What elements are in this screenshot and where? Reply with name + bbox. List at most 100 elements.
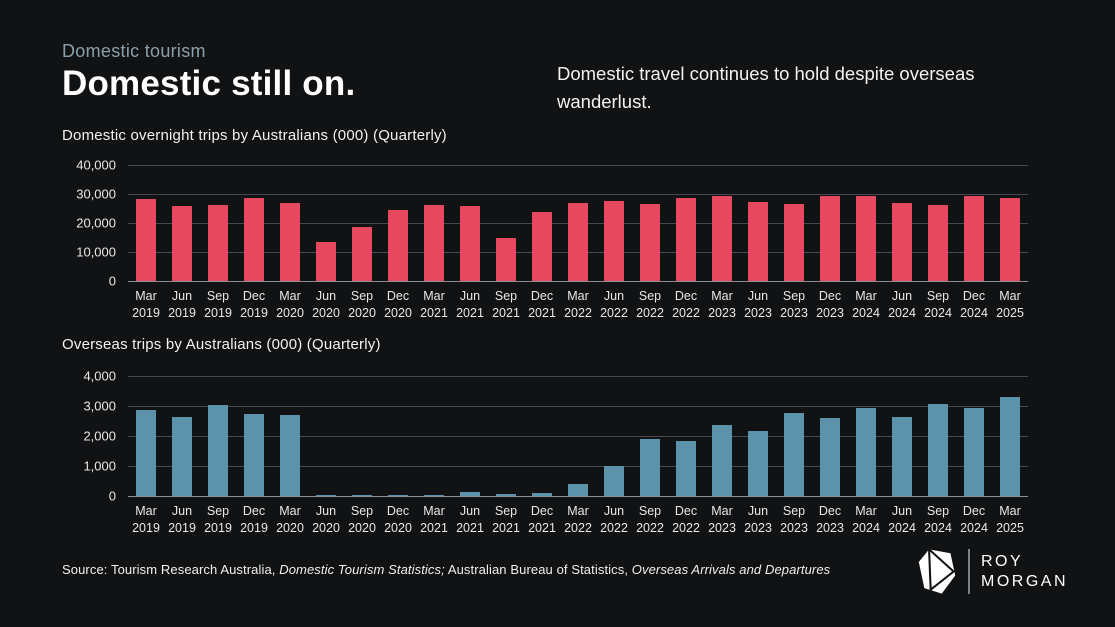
bar-Sep-2021: [495, 493, 517, 496]
bar-slot: [200, 165, 236, 281]
x-tick-label: Jun 2021: [452, 503, 488, 536]
bar-slot: [596, 165, 632, 281]
x-tick-label: Dec 2020: [380, 503, 416, 536]
bar-slot: [920, 376, 956, 496]
bar-Jun-2023: [747, 430, 769, 496]
x-tick-label: Sep 2022: [632, 503, 668, 536]
x-tick-year: 2021: [420, 520, 448, 535]
bar-Jun-2019: [171, 205, 193, 281]
x-tick-year: 2020: [276, 305, 304, 320]
x-tick-label: Jun 2019: [164, 503, 200, 536]
x-tick-month: Jun: [603, 504, 625, 518]
bar-slot: [524, 376, 560, 496]
bar-Sep-2020: [351, 227, 373, 281]
bar-Sep-2023: [783, 412, 805, 496]
x-tick-year: 2021: [456, 520, 484, 535]
bar-Mar-2025: [999, 396, 1021, 496]
bar-Mar-2022: [567, 483, 589, 496]
x-tick-year: 2020: [276, 520, 304, 535]
x-tick-label: Sep 2020: [344, 503, 380, 536]
x-tick-label: Mar 2020: [272, 503, 308, 536]
bar-Sep-2024: [927, 403, 949, 496]
bar-slot: [344, 376, 380, 496]
axis-spacer: [62, 288, 128, 321]
x-tick-year: 2024: [852, 520, 880, 535]
x-tick-month: Mar: [711, 504, 733, 518]
x-tick-year: 2019: [168, 520, 196, 535]
bar-Sep-2024: [927, 204, 949, 281]
gridline: [128, 436, 1028, 437]
logo-divider: [968, 549, 970, 594]
bar-slot: [812, 165, 848, 281]
x-tick-year: 2021: [420, 305, 448, 320]
x-tick-month: Sep: [494, 504, 518, 518]
x-tick-month: Jun: [891, 504, 913, 518]
x-tick-label: Jun 2020: [308, 503, 344, 536]
bar-Sep-2019: [207, 405, 229, 496]
bars-container: [128, 165, 1028, 281]
bar-Dec-2019: [243, 413, 265, 496]
bar-Dec-2024: [963, 196, 985, 281]
y-tick-label: 0: [108, 273, 116, 289]
x-tick-month: Sep: [494, 289, 518, 303]
logo-text-roy: ROY: [981, 553, 1024, 570]
bar-Jun-2021: [459, 491, 481, 496]
x-tick-year: 2024: [852, 305, 880, 320]
bar-Sep-2022: [639, 439, 661, 496]
x-tick-label: Mar 2020: [272, 288, 308, 321]
bar-slot: [164, 165, 200, 281]
x-tick-label: Dec 2024: [956, 288, 992, 321]
x-tick-label: Mar 2019: [128, 288, 164, 321]
bar-slot: [992, 165, 1028, 281]
bar-Jun-2023: [747, 201, 769, 281]
gridline: [128, 165, 1028, 166]
x-tick-label: Mar 2025: [992, 503, 1028, 536]
bar-slot: [992, 376, 1028, 496]
bar-slot: [704, 376, 740, 496]
bar-Mar-2021: [423, 494, 445, 496]
axis-spacer: [62, 503, 128, 536]
source-part: Source: Tourism Research Australia,: [62, 562, 280, 577]
bar-slot: [956, 165, 992, 281]
overseas-x-axis-labels: Mar 2019 Jun 2019 Sep 2019 Dec 2019 Mar 2020 Jun 20…: [128, 503, 1028, 536]
x-tick-year: 2019: [204, 520, 232, 535]
x-tick-month: Sep: [350, 289, 374, 303]
page-title: Domestic still on.: [62, 64, 356, 103]
bar-slot: [380, 165, 416, 281]
bar-slot: [308, 165, 344, 281]
x-tick-year: 2022: [672, 520, 700, 535]
overseas-y-axis: 0 1,000 2,000 3,000 4,000: [62, 369, 128, 504]
x-tick-month: Jun: [603, 289, 625, 303]
x-tick-month: Dec: [386, 289, 410, 303]
bar-slot: [236, 165, 272, 281]
x-tick-year: 2021: [456, 305, 484, 320]
x-tick-label: Dec 2022: [668, 288, 704, 321]
bar-Mar-2019: [135, 199, 157, 281]
x-tick-label: Sep 2021: [488, 288, 524, 321]
bar-slot: [308, 376, 344, 496]
zero-baseline: [128, 496, 1028, 497]
bar-slot: [488, 165, 524, 281]
bar-Mar-2020: [279, 202, 301, 281]
x-tick-label: Mar 2019: [128, 503, 164, 536]
overseas-chart-plot-row: 0 1,000 2,000 3,000 4,000: [62, 369, 1028, 504]
x-tick-label: Mar 2022: [560, 503, 596, 536]
bar-Jun-2020: [315, 494, 337, 496]
x-tick-month: Mar: [423, 504, 445, 518]
x-tick-year: 2023: [780, 305, 808, 320]
bar-Jun-2022: [603, 466, 625, 496]
x-tick-year: 2023: [708, 520, 736, 535]
x-tick-year: 2019: [132, 520, 160, 535]
x-tick-label: Jun 2020: [308, 288, 344, 321]
bar-slot: [560, 165, 596, 281]
x-tick-month: Sep: [782, 289, 806, 303]
x-tick-year: 2022: [600, 305, 628, 320]
bar-slot: [488, 376, 524, 496]
bar-Dec-2021: [531, 212, 553, 281]
x-tick-label: Mar 2022: [560, 288, 596, 321]
x-tick-year: 2020: [312, 305, 340, 320]
x-tick-label: Sep 2023: [776, 288, 812, 321]
bar-Mar-2019: [135, 409, 157, 496]
x-tick-label: Sep 2020: [344, 288, 380, 321]
gridline: [128, 406, 1028, 407]
